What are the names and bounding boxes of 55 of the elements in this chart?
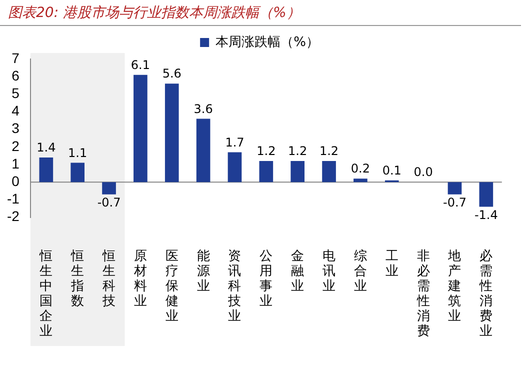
bar — [102, 182, 116, 194]
bar — [290, 161, 305, 182]
bar — [196, 118, 210, 182]
text: 1.2 — [319, 144, 339, 158]
y-tick-label: 0 — [12, 172, 20, 189]
y-tick-label: 7 — [12, 50, 20, 66]
bar — [448, 182, 462, 194]
y-tick-label: 4 — [12, 102, 20, 119]
x-tick-label: 恒生指数 — [70, 249, 84, 309]
y-tick-label: 5 — [12, 85, 20, 102]
text: 0.1 — [382, 163, 402, 178]
text: 1.4 — [36, 140, 56, 155]
text: 3.6 — [194, 102, 213, 116]
bar — [259, 161, 274, 182]
x-tick-label: 必需性消费业 — [478, 249, 493, 339]
legend-label: 本周涨跌幅（%） — [216, 34, 319, 50]
x-tick-label: 综合业 — [354, 249, 367, 294]
text: 1.1 — [68, 146, 88, 160]
y-tick-label: 2 — [12, 138, 20, 154]
x-tick-label: 地产建筑业 — [447, 249, 462, 324]
x-tick-label: 电讯业 — [322, 249, 336, 294]
text: 0.0 — [414, 165, 433, 180]
text: 1.7 — [225, 135, 244, 150]
x-tick-label: 医疗保健业 — [165, 249, 178, 324]
x-tick-label: 恒生中国企业 — [38, 249, 53, 339]
x-tick-label: 资讯科技业 — [227, 249, 242, 324]
y-tick-label: 6 — [12, 67, 20, 84]
y-tick-label: 3 — [12, 120, 20, 136]
chart-title: 图表20: 港股市场与行业指数本周涨跌幅（%） — [0, 0, 521, 26]
bar — [322, 161, 336, 182]
x-tick-label: 金融业 — [291, 249, 304, 294]
bar — [164, 84, 179, 182]
text: 6.1 — [130, 58, 150, 72]
text: 0.2 — [350, 162, 370, 176]
bar — [70, 162, 85, 182]
text: -0.7 — [97, 196, 121, 210]
text: -1.4 — [474, 208, 498, 222]
text: 5.6 — [162, 66, 182, 81]
bar — [354, 178, 368, 182]
text: 1.2 — [256, 144, 276, 158]
bar — [228, 152, 242, 182]
x-tick-label: 公用事业 — [260, 249, 273, 309]
text: 1.2 — [288, 144, 308, 158]
x-tick-label: 能源业 — [196, 249, 210, 294]
y-tick-label: -1 — [6, 190, 20, 207]
bar — [39, 158, 54, 182]
x-tick-label: 原材料业 — [132, 249, 147, 309]
y-tick-label: -2 — [6, 208, 20, 224]
y-tick-label: 1 — [12, 155, 20, 172]
x-tick-label: 工业 — [385, 249, 398, 280]
text: -0.7 — [443, 196, 466, 210]
x-tick-label: 非必需性消费 — [416, 249, 430, 339]
bar — [134, 74, 148, 182]
bar — [479, 182, 494, 207]
x-tick-label: 恒生科技 — [102, 249, 116, 309]
